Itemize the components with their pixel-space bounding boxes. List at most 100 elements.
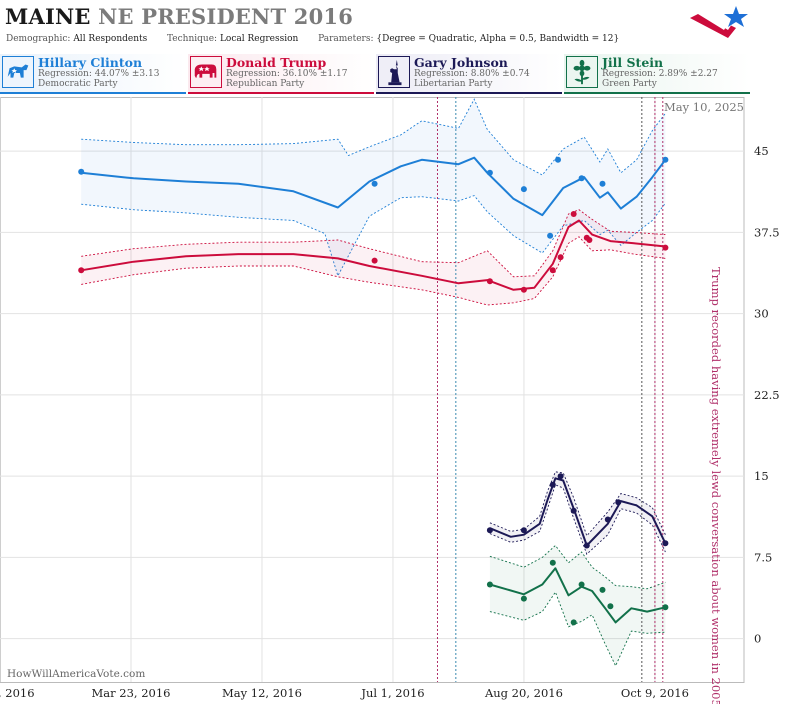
poll-point-trump bbox=[570, 211, 577, 217]
band-upper-johnson bbox=[489, 471, 666, 537]
poll-point-stein bbox=[486, 581, 493, 588]
band-upper-clinton bbox=[81, 98, 666, 176]
candidate-name: Jill Stein bbox=[602, 55, 664, 70]
poll-point-stein bbox=[578, 581, 585, 588]
candidate-name: Donald Trump bbox=[226, 55, 327, 70]
poll-point-clinton bbox=[555, 156, 561, 163]
y-tick-label: 30 bbox=[754, 307, 769, 321]
candidate-name: Hillary Clinton bbox=[38, 55, 143, 70]
poll-point-johnson bbox=[615, 499, 622, 506]
poll-point-johnson bbox=[662, 540, 669, 547]
event-annotation: Trump recorded having extremely lewd con… bbox=[709, 267, 723, 704]
candidate-card-johnson[interactable]: Gary Johnson Regression: 8.80% ±0.74 Lib… bbox=[376, 54, 562, 94]
band-lower-trump bbox=[81, 236, 666, 306]
regression-line-stein bbox=[489, 567, 666, 624]
poll-point-trump bbox=[78, 267, 85, 274]
poll-point-clinton bbox=[78, 168, 85, 175]
poll-point-clinton bbox=[662, 156, 669, 163]
y-tick-label: 22.5 bbox=[754, 388, 780, 402]
technique-value: Local Regression bbox=[219, 34, 299, 44]
candidate-party: Republican Party bbox=[226, 79, 305, 89]
poll-point-johnson bbox=[604, 516, 611, 523]
candidate-name: Gary Johnson bbox=[414, 55, 508, 70]
polling-chart: Feb 2, 2016 Mar 23, 2016 May 12, 2016 Jul 1… bbox=[0, 97, 780, 704]
confidence-bands bbox=[81, 98, 666, 667]
x-tick-label: Mar 23, 2016 bbox=[91, 686, 170, 700]
poll-point-clinton bbox=[599, 180, 606, 187]
band-fill-johnson bbox=[489, 471, 666, 555]
poll-point-johnson bbox=[583, 542, 590, 549]
donkey-icon bbox=[2, 56, 34, 88]
poll-point-clinton bbox=[547, 232, 554, 239]
regression-line-clinton bbox=[81, 156, 667, 217]
date-stamp: May 10, 2025 bbox=[664, 100, 744, 114]
x-tick-label: Feb 2, 2016 bbox=[0, 686, 35, 700]
statue-of-liberty-icon bbox=[378, 56, 410, 88]
band-fill-stein bbox=[489, 545, 666, 666]
page-title: MAINE NE PRESIDENT 2016 bbox=[5, 4, 353, 29]
demographic-value: All Respondents bbox=[73, 34, 148, 44]
demographic-label: Demographic: bbox=[6, 34, 71, 44]
poll-point-trump bbox=[486, 278, 493, 285]
parameters-label: Parameters: bbox=[318, 34, 374, 44]
candidate-regression: Regression: 44.07% ±3.13 bbox=[38, 69, 160, 79]
regression-line-johnson bbox=[489, 477, 667, 547]
poll-point-johnson bbox=[570, 507, 577, 514]
poll-points bbox=[78, 156, 669, 626]
poll-point-clinton bbox=[371, 180, 378, 187]
candidate-party: Democratic Party bbox=[38, 79, 118, 89]
x-tick-label: Aug 20, 2016 bbox=[484, 686, 563, 700]
poll-point-clinton bbox=[520, 186, 527, 193]
flower-icon bbox=[566, 56, 598, 88]
y-tick-label: 37.5 bbox=[754, 225, 780, 239]
event-lines bbox=[436, 97, 664, 682]
elephant-icon bbox=[190, 56, 222, 88]
y-tick-label: 45 bbox=[754, 144, 769, 158]
poll-point-stein bbox=[607, 603, 614, 610]
x-tick-label: May 12, 2016 bbox=[222, 686, 302, 700]
y-tick-label: 7.5 bbox=[754, 550, 772, 564]
candidate-card-clinton[interactable]: Hillary Clinton Regression: 44.07% ±3.13… bbox=[0, 54, 186, 94]
candidate-card-trump[interactable]: Donald Trump Regression: 36.10% ±1.17 Re… bbox=[188, 54, 374, 94]
title-state: MAINE bbox=[5, 4, 91, 29]
title-contest: NE PRESIDENT 2016 bbox=[98, 4, 354, 29]
band-lower-johnson bbox=[489, 484, 666, 555]
parameters-value: {Degree = Quadratic, Alpha = 0.5, Bandwi… bbox=[376, 34, 620, 44]
candidate-regression: Regression: 2.89% ±2.27 bbox=[602, 69, 718, 79]
poll-point-stein bbox=[570, 619, 577, 626]
x-tick-label: Jul 1, 2016 bbox=[360, 686, 424, 700]
poll-point-johnson bbox=[557, 473, 564, 480]
poll-point-stein bbox=[662, 604, 669, 611]
band-fill-trump bbox=[81, 209, 666, 305]
candidate-party: Green Party bbox=[602, 79, 657, 89]
header: MAINE NE PRESIDENT 2016 Demographic: All… bbox=[0, 0, 789, 50]
poll-point-trump bbox=[557, 254, 564, 261]
poll-point-clinton bbox=[578, 175, 585, 182]
poll-point-clinton bbox=[486, 169, 493, 176]
band-upper-trump bbox=[81, 209, 666, 278]
candidate-legend: Hillary Clinton Regression: 44.07% ±3.13… bbox=[0, 54, 789, 94]
band-upper-stein bbox=[489, 544, 666, 590]
candidate-regression: Regression: 36.10% ±1.17 bbox=[226, 69, 348, 79]
band-lower-clinton bbox=[81, 195, 666, 277]
parameters-line: Demographic: All Respondents Technique: … bbox=[6, 34, 619, 44]
poll-point-trump bbox=[549, 267, 556, 274]
x-tick-label: Oct 9, 2016 bbox=[621, 686, 689, 700]
poll-point-trump bbox=[586, 237, 593, 243]
y-tick-label: 15 bbox=[754, 469, 769, 483]
poll-point-johnson bbox=[520, 527, 527, 534]
technique-label: Technique: bbox=[167, 34, 218, 44]
poll-point-johnson bbox=[549, 481, 556, 488]
candidate-regression: Regression: 8.80% ±0.74 bbox=[414, 69, 530, 79]
poll-point-stein bbox=[549, 559, 556, 566]
axis-labels: Feb 2, 2016 Mar 23, 2016 May 12, 2016 Jul 1… bbox=[0, 144, 780, 700]
poll-point-johnson bbox=[486, 527, 493, 534]
band-lower-stein bbox=[489, 591, 666, 667]
poll-point-stein bbox=[520, 595, 527, 602]
poll-point-trump bbox=[520, 286, 527, 293]
poll-point-stein bbox=[599, 586, 606, 593]
poll-point-trump bbox=[662, 244, 669, 251]
band-fill-clinton bbox=[81, 99, 666, 276]
watermark: HowWillAmericaVote.com bbox=[7, 668, 145, 680]
candidate-card-stein[interactable]: Jill Stein Regression: 2.89% ±2.27 Green… bbox=[564, 54, 750, 94]
